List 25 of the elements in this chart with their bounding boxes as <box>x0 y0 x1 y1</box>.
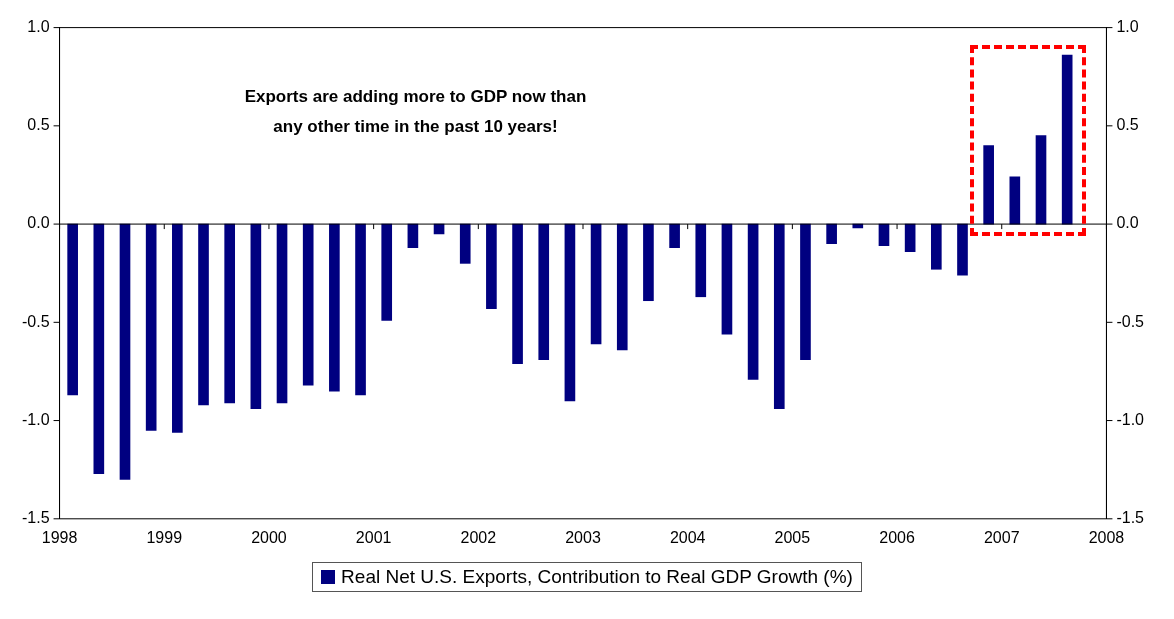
x-tick-label: 2005 <box>774 528 811 546</box>
y-tick-label: -1.5 <box>21 509 50 527</box>
y2-tick-label: 0.0 <box>1116 214 1139 232</box>
x-tick-label: 1998 <box>41 528 78 546</box>
x-tick-label: 2008 <box>1088 528 1125 546</box>
x-tick-label: 2000 <box>251 528 287 546</box>
x-tick-label: 1999 <box>146 528 183 546</box>
x-tick-label: 2007 <box>983 528 1020 546</box>
y-tick-label: -1.0 <box>21 410 50 428</box>
y2-tick-label: 1.0 <box>1116 18 1139 36</box>
x-tick-label: 2002 <box>460 528 497 546</box>
y2-tick-label: -1.5 <box>1116 509 1145 527</box>
y2-tick-label: -1.0 <box>1116 410 1145 428</box>
y-tick-label: -0.5 <box>21 312 50 330</box>
x-tick-label: 2004 <box>669 528 706 546</box>
y-tick-label: 1.0 <box>27 18 50 36</box>
x-tick-label: 2006 <box>879 528 915 546</box>
x-tick-label: 2003 <box>565 528 601 546</box>
x-tick-label: 2001 <box>355 528 392 546</box>
legend-label: Real Net U.S. Exports, Contribution to Real GDP Growth (%) <box>341 566 853 588</box>
y-tick-label: 0.5 <box>27 116 50 134</box>
annotation: Exports are adding more to GDP now than any other time in the past 10 years! <box>244 87 587 137</box>
y2-tick-label: -0.5 <box>1116 312 1145 330</box>
y-tick-label: 0.0 <box>27 214 50 232</box>
y2-tick-label: 0.5 <box>1116 116 1139 134</box>
